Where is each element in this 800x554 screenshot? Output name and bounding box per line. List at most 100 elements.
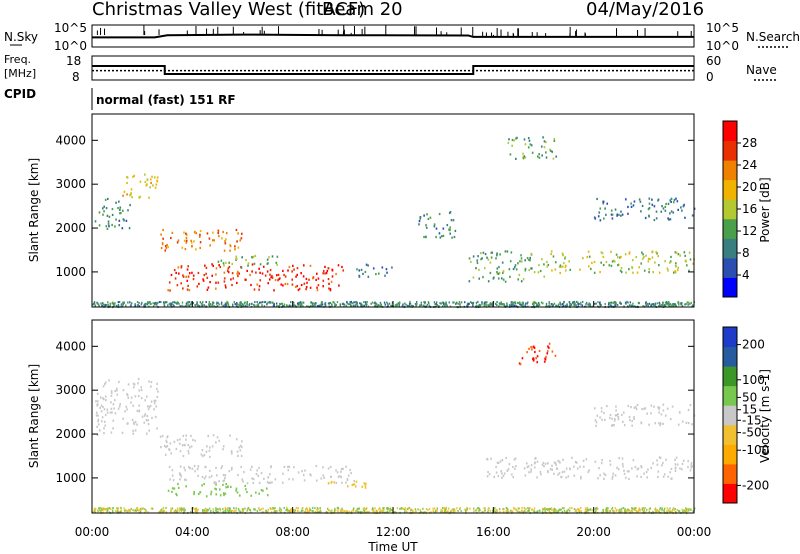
- scatter-cell: [274, 478, 277, 481]
- scatter-cell: [250, 494, 253, 497]
- scatter-cell: [203, 304, 206, 307]
- scatter-cell: [418, 223, 420, 226]
- scatter-cell: [553, 472, 555, 475]
- scatter-cell: [688, 251, 691, 254]
- scatter-cell: [320, 510, 322, 513]
- scatter-cell: [349, 301, 351, 304]
- scatter-cell: [211, 301, 214, 304]
- scatter-cell: [639, 508, 641, 511]
- scatter-cell: [543, 146, 546, 149]
- scatter-cell: [261, 304, 263, 307]
- scatter-cell: [604, 509, 607, 512]
- scatter-cell: [548, 507, 551, 510]
- scatter-cell: [171, 490, 173, 493]
- scatter-cell: [240, 465, 243, 469]
- scatter-cell: [195, 303, 198, 306]
- scatter-cell: [160, 233, 162, 236]
- scatter-cell: [545, 140, 547, 144]
- scatter-cell: [350, 471, 352, 475]
- scatter-cell: [118, 200, 120, 203]
- scatter-cell: [690, 301, 692, 304]
- scatter-cell: [177, 486, 180, 490]
- scatter-cell: [349, 468, 351, 472]
- scatter-cell: [216, 508, 218, 511]
- scatter-cell: [628, 415, 631, 419]
- scatter-cell: [280, 283, 283, 286]
- sky-right-tick-bottom: 10^0: [706, 39, 739, 53]
- scatter-cell: [106, 411, 109, 414]
- scatter-cell: [204, 465, 206, 469]
- scatter-cell: [115, 218, 117, 221]
- scatter-cell: [187, 301, 189, 304]
- scatter-cell: [123, 219, 125, 222]
- scatter-cell: [256, 509, 259, 512]
- scatter-cell: [176, 284, 179, 287]
- scatter-cell: [660, 210, 663, 213]
- scatter-cell: [222, 448, 224, 451]
- scatter-cell: [558, 265, 561, 268]
- scatter-cell: [143, 414, 146, 417]
- sky-left-tick-bottom: 10^0: [54, 39, 87, 53]
- scatter-cell: [530, 508, 533, 511]
- scatter-cell: [394, 304, 397, 307]
- scatter-cell: [134, 303, 136, 306]
- scatter-cell: [218, 488, 221, 491]
- scatter-cell: [647, 260, 650, 263]
- scatter-cell: [585, 303, 587, 306]
- scatter-cell: [576, 508, 579, 511]
- scatter-cell: [365, 482, 367, 485]
- scatter-cell: [117, 206, 119, 210]
- scatter-cell: [675, 197, 677, 200]
- scatter-cell: [651, 303, 653, 306]
- scatter-cell: [177, 239, 180, 242]
- scatter-cell: [363, 482, 366, 485]
- scatter-cell: [566, 305, 569, 308]
- scatter-cell: [254, 508, 256, 511]
- scatter-cell: [553, 139, 556, 142]
- scatter-cell: [222, 480, 225, 483]
- scatter-cell: [617, 413, 619, 416]
- scatter-cell: [658, 406, 661, 409]
- scatter-cell: [515, 268, 518, 271]
- scatter-cell: [620, 255, 622, 259]
- scatter-cell: [487, 304, 489, 307]
- scatter-cell: [620, 509, 622, 512]
- scatter-cell: [134, 304, 137, 307]
- scatter-cell: [528, 510, 530, 513]
- scatter-cell: [179, 473, 181, 476]
- scatter-cell: [122, 301, 124, 304]
- scatter-cell: [170, 507, 172, 510]
- scatter-cell: [262, 511, 265, 514]
- scatter-cell: [197, 474, 199, 477]
- colorbar-tick-label: 4: [742, 268, 750, 282]
- scatter-cell: [391, 266, 393, 269]
- scatter-cell: [477, 255, 479, 258]
- scatter-cell: [229, 249, 231, 252]
- scatter-cell: [586, 256, 589, 259]
- scatter-cell: [662, 409, 665, 412]
- scatter-cell: [643, 508, 646, 511]
- scatter-cell: [643, 472, 645, 475]
- scatter-cell: [176, 510, 178, 513]
- scatter-cell: [180, 265, 183, 268]
- colorbar-tick-label: 8: [742, 246, 750, 260]
- scatter-cell: [139, 195, 142, 198]
- scatter-cell: [380, 305, 383, 308]
- scatter-cell: [110, 431, 113, 434]
- scatter-cell: [288, 305, 290, 308]
- scatter-cell: [310, 474, 312, 477]
- scatter-cell: [256, 304, 258, 307]
- scatter-cell: [648, 302, 651, 305]
- scatter-cell: [111, 411, 113, 414]
- scatter-cell: [360, 268, 363, 272]
- scatter-cell: [297, 507, 299, 510]
- scatter-cell: [222, 474, 225, 477]
- scatter-cell: [415, 511, 417, 514]
- scatter-cell: [114, 390, 116, 393]
- scatter-cell: [164, 249, 167, 252]
- scatter-cell: [297, 510, 299, 513]
- scatter-cell: [142, 507, 144, 510]
- scatter-cell: [96, 509, 99, 512]
- scatter-cell: [102, 405, 104, 409]
